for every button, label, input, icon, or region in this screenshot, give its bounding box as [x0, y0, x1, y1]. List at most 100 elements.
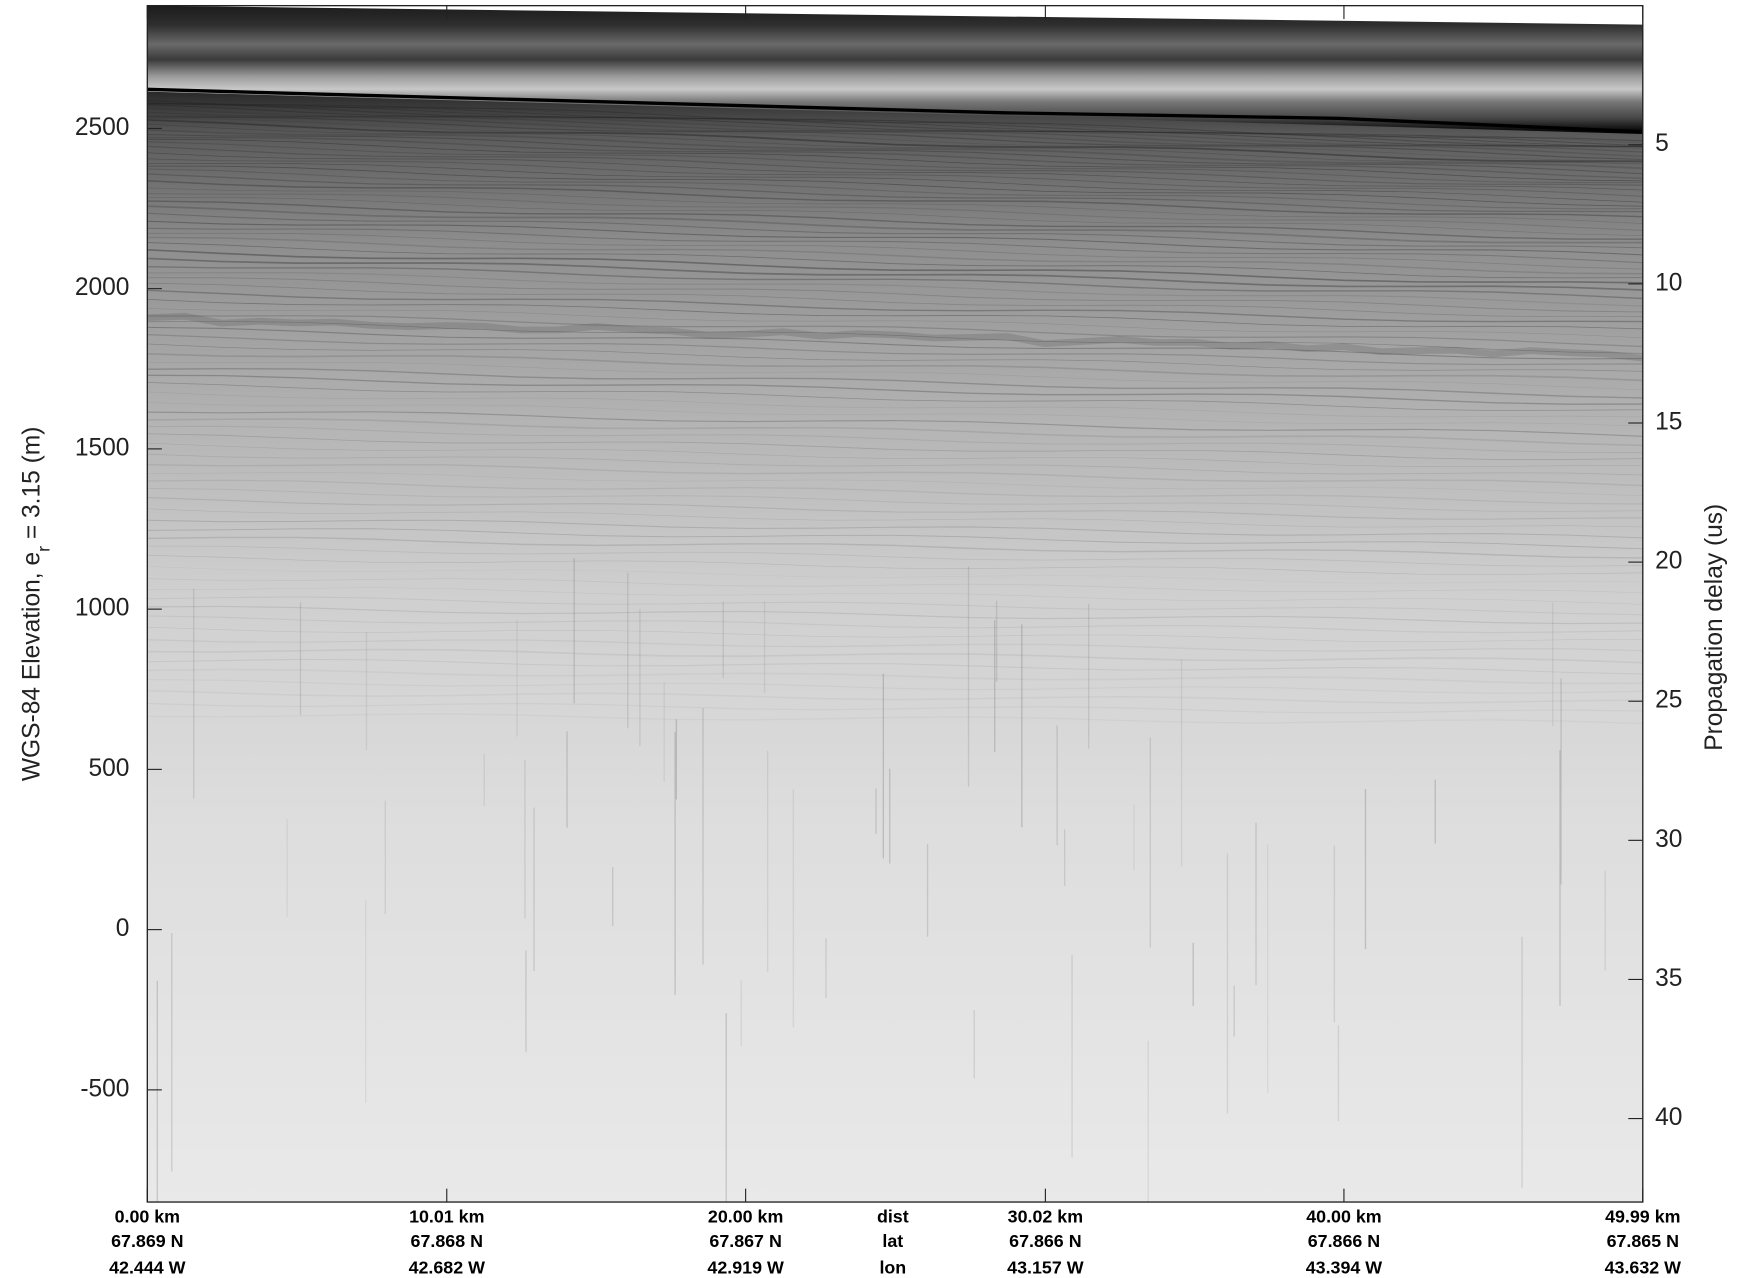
x-tick-lat: 67.867 N	[709, 1231, 781, 1251]
x-tick-lon: 43.632 W	[1605, 1258, 1682, 1278]
layer-texture	[147, 453, 1643, 476]
x-tick-lon: 42.919 W	[707, 1258, 784, 1278]
layer-texture	[147, 99, 1643, 142]
layer-texture	[147, 282, 1643, 318]
layer-texture	[147, 648, 1643, 664]
layer-texture	[147, 463, 1643, 487]
layer-texture	[147, 277, 1643, 313]
y-tick-label: 0	[116, 915, 130, 942]
layer-texture	[147, 658, 1643, 675]
layer-texture	[147, 227, 1643, 264]
layer-texture	[147, 180, 1643, 218]
layer-texture	[147, 343, 1643, 372]
x-tick-lon: 43.394 W	[1306, 1258, 1383, 1278]
layer-texture	[147, 411, 1643, 437]
layer-texture	[147, 197, 1643, 236]
layer-texture	[147, 123, 1643, 165]
row-name: lon	[879, 1258, 906, 1278]
layer-texture	[147, 679, 1643, 694]
y-label-tail: = 3.15 (m)	[19, 427, 46, 546]
layer-texture	[147, 249, 1643, 284]
x-tick-lat: 67.869 N	[111, 1231, 183, 1251]
layer-texture	[147, 242, 1643, 279]
y2-tick-label: 40	[1655, 1104, 1682, 1131]
layer-texture	[147, 298, 1643, 330]
x-tick-lon: 42.444 W	[109, 1258, 186, 1278]
layer-texture	[147, 128, 1643, 170]
x-tick-label: 40.00 km	[1306, 1206, 1381, 1226]
x-tick-lat: 67.866 N	[1308, 1231, 1380, 1251]
layer-texture	[147, 212, 1643, 249]
layer-texture	[147, 162, 1643, 203]
layer-texture	[147, 272, 1643, 307]
layer-texture	[147, 566, 1643, 584]
layer-texture	[147, 119, 1643, 163]
x-tick-lat: 67.865 N	[1607, 1231, 1679, 1251]
layer-texture	[147, 200, 1643, 240]
plot-frame	[146, 4, 1644, 1203]
layer-texture	[147, 134, 1643, 175]
layer-texture	[147, 321, 1643, 354]
layer-texture	[147, 138, 1643, 182]
x-tick-label: 49.99 km	[1605, 1206, 1680, 1226]
layer-texture	[147, 111, 1643, 153]
layer-texture	[147, 220, 1643, 256]
y-tick-label: 1000	[75, 595, 130, 622]
layer-texture	[147, 193, 1643, 231]
y2-axis-label: Propagation delay (us)	[1701, 504, 1728, 751]
y-tick-label: 2500	[75, 114, 130, 141]
layer-texture	[147, 639, 1643, 652]
layer-texture	[147, 117, 1643, 162]
x-tick-label: 10.01 km	[409, 1206, 484, 1226]
y2-tick-label: 20	[1655, 548, 1682, 575]
layer-texture	[147, 165, 1643, 207]
layer-texture	[147, 479, 1643, 505]
x-tick-lat: 67.868 N	[411, 1231, 483, 1251]
layer-texture	[147, 102, 1643, 148]
layer-texture	[147, 187, 1643, 224]
layer-texture	[147, 519, 1643, 539]
layer-texture	[147, 587, 1643, 605]
echogram-body	[147, 89, 1643, 1203]
layer-texture	[147, 596, 1643, 616]
layer-texture	[147, 158, 1643, 197]
y-tick-label: -500	[80, 1075, 129, 1102]
layer-texture	[147, 116, 1643, 161]
layer-texture	[147, 103, 1643, 147]
layer-texture	[147, 425, 1643, 454]
y-tick-label: 1500	[75, 434, 130, 461]
y2-tick-label: 10	[1655, 269, 1682, 296]
layer-texture	[147, 115, 1643, 158]
layer-texture	[147, 702, 1643, 714]
x-tick-lon: 43.157 W	[1007, 1258, 1084, 1278]
y2-tick-label: 30	[1655, 826, 1682, 853]
layer-texture	[147, 615, 1643, 634]
layer-texture	[147, 391, 1643, 418]
layer-texture	[147, 545, 1643, 567]
y-tick-label: 500	[88, 755, 129, 782]
disturbed-horizon	[147, 312, 1644, 362]
echogram-image	[147, 4, 1644, 1203]
layer-texture	[147, 368, 1643, 399]
layer-texture	[147, 487, 1643, 512]
layer-texture	[147, 136, 1643, 179]
layer-texture	[147, 265, 1643, 300]
layer-texture	[147, 232, 1643, 270]
layer-texture	[147, 102, 1643, 144]
row-name: dist	[877, 1206, 909, 1226]
layer-texture	[147, 168, 1643, 210]
y2-tick-label: 15	[1655, 408, 1682, 435]
layer-texture	[147, 361, 1643, 391]
layer-texture	[147, 689, 1643, 704]
layer-texture	[147, 308, 1643, 339]
layer-texture	[147, 289, 1643, 323]
y-tick-label: 2000	[75, 274, 130, 301]
layer-texture	[147, 205, 1643, 244]
y-label-sub: r	[33, 546, 53, 552]
layer-texture	[147, 555, 1643, 575]
layer-texture	[147, 528, 1643, 550]
layer-texture	[147, 315, 1643, 348]
layer-texture	[147, 141, 1643, 184]
